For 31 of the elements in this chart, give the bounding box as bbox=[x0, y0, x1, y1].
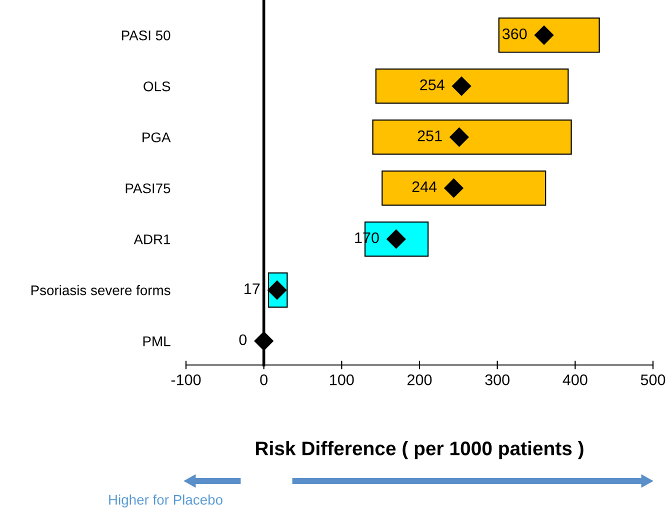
x-tick-label: 300 bbox=[485, 374, 510, 386]
data-label: 254 bbox=[420, 79, 444, 90]
point bbox=[444, 178, 464, 198]
bar bbox=[375, 68, 569, 104]
x-tick-label: -100 bbox=[171, 374, 201, 386]
x-axis-title: Risk Difference ( per 1000 patients ) bbox=[256, 441, 584, 460]
x-tick-label: 100 bbox=[330, 374, 354, 386]
data-label: 244 bbox=[412, 181, 437, 192]
x-tick-label: 0 bbox=[260, 374, 268, 386]
y-tick-label: PGA bbox=[142, 132, 171, 142]
data-label: 360 bbox=[502, 28, 527, 40]
bar bbox=[372, 119, 572, 155]
bar bbox=[498, 18, 600, 53]
y-tick-label: PML bbox=[143, 336, 170, 346]
point bbox=[450, 128, 469, 147]
x-tick-label: 200 bbox=[408, 374, 432, 386]
data-label: 17 bbox=[244, 284, 260, 294]
y-tick-label: Psoriasis severe forms bbox=[31, 285, 170, 296]
x-tick-label: 500 bbox=[640, 374, 666, 386]
y-tick-label: ADR1 bbox=[134, 234, 170, 244]
point bbox=[254, 332, 274, 351]
bar bbox=[382, 170, 546, 206]
data-label: 251 bbox=[418, 130, 442, 142]
y-tick-label: PASI75 bbox=[126, 183, 170, 194]
y-tick-label: OLS bbox=[144, 81, 170, 92]
point bbox=[534, 26, 554, 45]
y-tick-label: PASI 50 bbox=[122, 30, 170, 40]
x-tick-label: 400 bbox=[562, 374, 588, 386]
text: Higher for Placebo bbox=[109, 494, 222, 508]
point bbox=[452, 76, 472, 96]
data-label: 0 bbox=[239, 334, 247, 346]
